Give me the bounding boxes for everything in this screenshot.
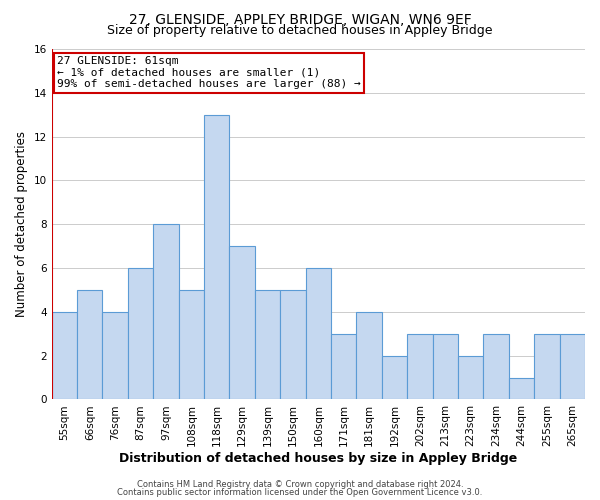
Bar	[356, 312, 382, 400]
Bar	[560, 334, 585, 400]
Bar	[103, 312, 128, 400]
Text: Contains HM Land Registry data © Crown copyright and database right 2024.: Contains HM Land Registry data © Crown c…	[137, 480, 463, 489]
Bar	[305, 268, 331, 400]
Bar	[534, 334, 560, 400]
Y-axis label: Number of detached properties: Number of detached properties	[15, 131, 28, 317]
Bar	[255, 290, 280, 400]
Text: Size of property relative to detached houses in Appley Bridge: Size of property relative to detached ho…	[107, 24, 493, 37]
Text: 27 GLENSIDE: 61sqm
← 1% of detached houses are smaller (1)
99% of semi-detached : 27 GLENSIDE: 61sqm ← 1% of detached hous…	[57, 56, 361, 89]
Bar	[382, 356, 407, 400]
Bar	[433, 334, 458, 400]
Bar	[407, 334, 433, 400]
Bar	[509, 378, 534, 400]
Bar	[128, 268, 153, 400]
Bar	[52, 312, 77, 400]
Bar	[458, 356, 484, 400]
Bar	[153, 224, 179, 400]
Bar	[484, 334, 509, 400]
X-axis label: Distribution of detached houses by size in Appley Bridge: Distribution of detached houses by size …	[119, 452, 517, 465]
Bar	[204, 114, 229, 400]
Bar	[229, 246, 255, 400]
Bar	[331, 334, 356, 400]
Bar	[179, 290, 204, 400]
Bar	[280, 290, 305, 400]
Text: 27, GLENSIDE, APPLEY BRIDGE, WIGAN, WN6 9EF: 27, GLENSIDE, APPLEY BRIDGE, WIGAN, WN6 …	[128, 12, 472, 26]
Text: Contains public sector information licensed under the Open Government Licence v3: Contains public sector information licen…	[118, 488, 482, 497]
Bar	[77, 290, 103, 400]
